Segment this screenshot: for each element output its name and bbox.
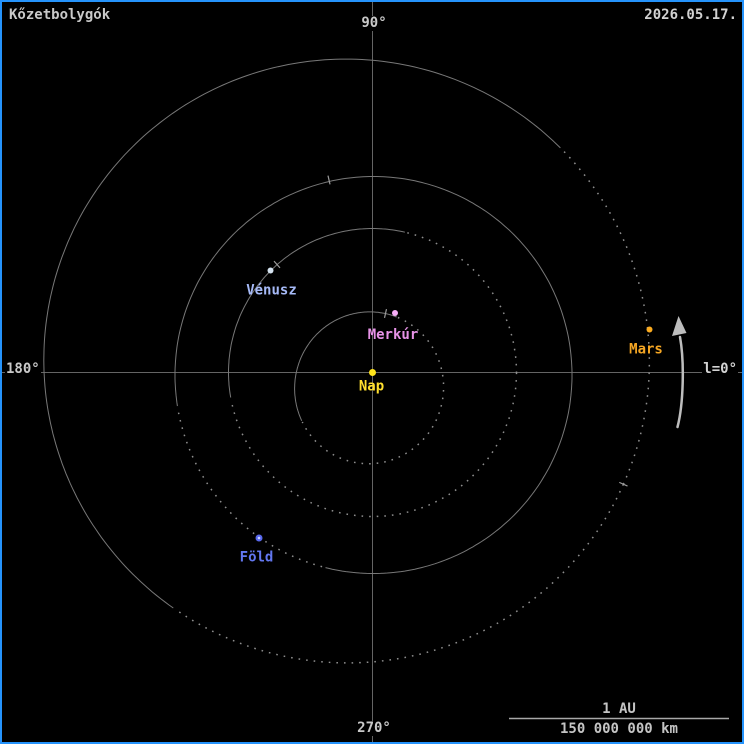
orbit-earth-dot — [177, 409, 323, 568]
orbit-mercury-solid — [294, 311, 386, 421]
planet-label-earth: Föld — [240, 550, 274, 566]
perihelion-tick-mercury — [383, 308, 388, 319]
orbit-mars-dot — [177, 483, 625, 664]
angle-label-0: l=0° — [702, 361, 738, 377]
planet-dot-venus — [267, 267, 274, 274]
orbit-mars-dot — [563, 151, 651, 485]
orbit-earth-solid — [174, 176, 573, 407]
date-label: 2026.05.17. — [644, 7, 737, 23]
orbit-venus-solid — [228, 228, 406, 398]
sun-label: Nap — [359, 379, 384, 395]
sun-dot — [369, 369, 376, 376]
orbit-earth-solid — [325, 375, 573, 574]
perihelion-tick-mars — [619, 481, 628, 487]
revolution-direction-arrow-head-icon — [672, 316, 687, 336]
planet-dot-earth-core — [257, 536, 261, 540]
planet-label-mars: Mars — [629, 342, 663, 358]
orbit-mercury-solid — [385, 313, 397, 318]
planet-label-mercury: Merkúr — [368, 327, 419, 343]
orbit-mercury-dot — [301, 316, 445, 465]
perihelion-tick-venus — [273, 260, 281, 269]
planet-dot-mercury — [392, 310, 398, 316]
revolution-direction-arrow-shaft — [676, 335, 685, 429]
orbit-group — [43, 58, 651, 664]
orbit-venus-dot — [407, 232, 518, 373]
angle-label-270: 270° — [356, 720, 392, 736]
planet-label-venus: Vénusz — [246, 283, 297, 299]
planet-dot-mars — [646, 326, 653, 333]
scale-bar-au-label: 1 AU — [602, 701, 636, 717]
perihelion-tick-earth — [327, 175, 331, 185]
scale-bar-km-label: 150 000 000 km — [559, 721, 678, 737]
app-title: Kőzetbolygók — [9, 7, 111, 23]
orbit-mars-solid — [43, 58, 561, 609]
angle-label-90: 90° — [360, 15, 388, 31]
planet-group: Merkúr Vénusz Föld Mars Nap — [240, 267, 663, 566]
angle-label-180: 180° — [5, 361, 41, 377]
